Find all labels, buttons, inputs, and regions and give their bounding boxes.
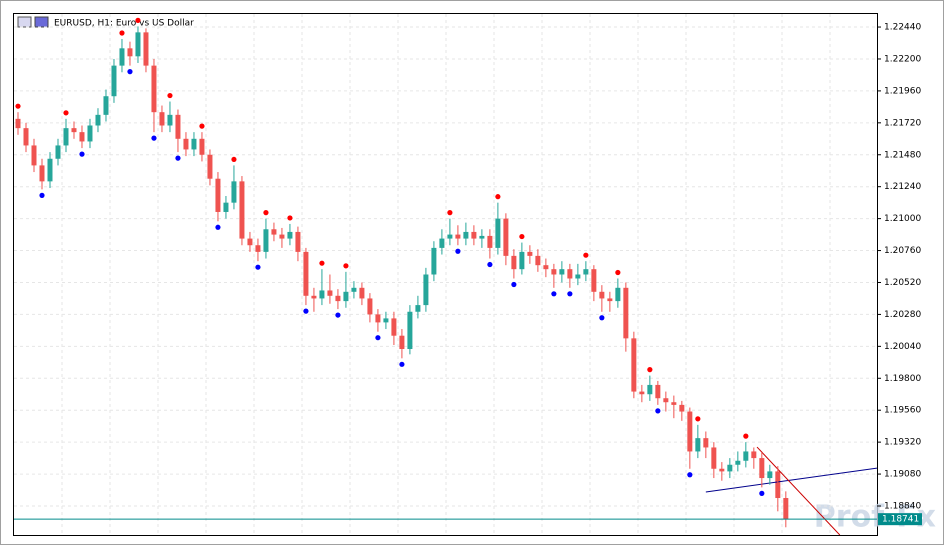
fractal-dot bbox=[551, 291, 557, 297]
fractal-dot bbox=[39, 192, 45, 198]
y-tick-label: 1.19320 bbox=[884, 438, 921, 448]
fractal-dot bbox=[135, 17, 141, 23]
fractal-dot bbox=[495, 194, 501, 200]
y-tick-label: 1.22200 bbox=[884, 54, 921, 64]
fractal-dot bbox=[695, 416, 701, 422]
fractal-dot bbox=[567, 291, 573, 297]
fractal-dot bbox=[303, 308, 309, 314]
y-tick-label: 1.19080 bbox=[884, 470, 921, 480]
fractal-dot bbox=[215, 224, 221, 230]
y-tick-label: 1.18840 bbox=[884, 501, 921, 511]
y-tick-label: 1.21240 bbox=[884, 182, 921, 192]
trendline bbox=[756, 446, 841, 535]
fractal-dot bbox=[647, 367, 653, 373]
fractal-dot bbox=[375, 335, 381, 341]
fractal-dot bbox=[167, 92, 173, 99]
chart-title: EURUSD, H1: Euro vs US Dollar bbox=[54, 19, 194, 29]
fractal-dot bbox=[231, 156, 237, 163]
fractal-dot bbox=[255, 264, 261, 270]
fractal-dot bbox=[399, 361, 405, 367]
fractal-dot bbox=[127, 69, 133, 75]
y-tick-label: 1.19800 bbox=[884, 374, 921, 384]
symbol-icon bbox=[17, 16, 49, 28]
fractal-dot bbox=[335, 312, 341, 318]
fractal-dot bbox=[455, 248, 461, 254]
fractal-dot bbox=[583, 252, 589, 258]
fractal-dot bbox=[199, 123, 205, 129]
fractal-dot bbox=[519, 233, 525, 240]
y-tick-label: 1.22440 bbox=[884, 23, 921, 33]
y-tick-label: 1.21000 bbox=[884, 214, 921, 224]
y-tick-label: 1.21480 bbox=[884, 150, 921, 160]
fractal-dot bbox=[151, 135, 157, 141]
last-price-label: 1.18741 bbox=[882, 515, 919, 525]
y-tick-label: 1.21720 bbox=[884, 118, 921, 128]
trendline bbox=[705, 467, 877, 493]
fractal-dot bbox=[759, 490, 765, 496]
fractal-dot bbox=[175, 155, 181, 161]
y-tick-label: 1.20760 bbox=[884, 246, 921, 256]
fractal-dot bbox=[511, 281, 517, 288]
y-tick-label: 1.20280 bbox=[884, 310, 921, 320]
fractal-dot bbox=[63, 110, 69, 116]
fractal-dot bbox=[743, 433, 749, 439]
y-tick-label: 1.21960 bbox=[884, 86, 921, 96]
fractal-dot bbox=[343, 263, 349, 269]
last-price-box bbox=[878, 513, 922, 526]
fractal-dot bbox=[119, 30, 125, 36]
fractal-dot bbox=[79, 151, 85, 157]
fractal-dot bbox=[615, 269, 621, 276]
fractal-dot bbox=[287, 215, 293, 221]
y-tick-label: 1.20040 bbox=[884, 342, 921, 352]
fractal-dot bbox=[599, 315, 605, 321]
y-tick-label: 1.19560 bbox=[884, 406, 921, 416]
fractal-dot bbox=[319, 260, 325, 266]
fractal-dot bbox=[15, 103, 21, 109]
fractal-dot bbox=[263, 210, 269, 216]
fractal-dot bbox=[655, 408, 661, 414]
fractal-dot bbox=[687, 472, 693, 478]
fractal-dot bbox=[487, 261, 493, 268]
y-tick-label: 1.20520 bbox=[884, 278, 921, 288]
fractal-dot bbox=[447, 210, 453, 216]
